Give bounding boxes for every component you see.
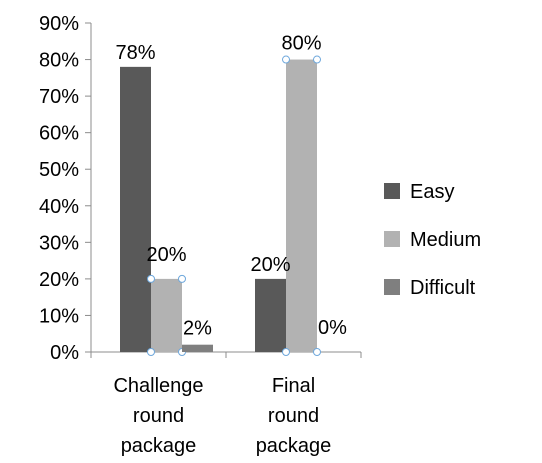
selection-handle[interactable] bbox=[178, 274, 186, 283]
y-tick-label: 50% bbox=[39, 159, 79, 181]
x-category-label: package bbox=[121, 435, 197, 457]
x-category-label: package bbox=[256, 435, 332, 457]
data-label: 80% bbox=[281, 33, 321, 55]
y-tick-label: 20% bbox=[39, 269, 79, 291]
data-label: 78% bbox=[115, 42, 155, 64]
selection-handle[interactable] bbox=[147, 274, 155, 283]
x-category-label: round bbox=[268, 405, 319, 427]
selection-handle[interactable] bbox=[313, 348, 321, 356]
x-axis-categories: Challenge round package Final round package bbox=[113, 375, 331, 457]
y-axis-ticks: 0% 10% 20% 30% 40% 50% 60% 70% 80% 90% bbox=[39, 13, 91, 364]
legend-label-difficult: Difficult bbox=[410, 277, 476, 299]
data-labels: 78% 20% 2% 20% 80% 0% bbox=[115, 33, 347, 340]
selection-handle[interactable] bbox=[147, 348, 155, 356]
y-tick-label: 70% bbox=[39, 86, 79, 108]
data-label: 20% bbox=[146, 244, 186, 266]
legend-swatch-medium bbox=[384, 231, 400, 247]
y-tick-label: 30% bbox=[39, 232, 79, 254]
bar-medium bbox=[286, 59, 317, 353]
y-tick-label: 60% bbox=[39, 123, 79, 145]
legend-label-easy: Easy bbox=[410, 181, 454, 203]
bar-easy bbox=[255, 278, 286, 352]
bar-medium bbox=[151, 278, 182, 352]
legend: Easy Medium Difficult bbox=[384, 181, 481, 299]
y-tick-label: 0% bbox=[50, 342, 79, 364]
y-tick-label: 80% bbox=[39, 50, 79, 72]
bar-difficult bbox=[182, 344, 213, 352]
y-tick-label: 40% bbox=[39, 196, 79, 218]
bars bbox=[120, 55, 321, 356]
data-label: 20% bbox=[250, 254, 290, 276]
legend-swatch-difficult bbox=[384, 279, 400, 295]
bar-easy bbox=[120, 66, 151, 352]
y-tick-label: 90% bbox=[39, 13, 79, 35]
selection-handle[interactable] bbox=[282, 55, 290, 64]
y-tick-label: 10% bbox=[39, 305, 79, 327]
selection-handle[interactable] bbox=[313, 55, 321, 64]
x-category-label: Challenge bbox=[113, 375, 203, 397]
selection-handle[interactable] bbox=[282, 348, 290, 356]
legend-label-medium: Medium bbox=[410, 229, 481, 251]
legend-swatch-easy bbox=[384, 183, 400, 199]
data-label: 0% bbox=[318, 317, 347, 339]
x-category-label: Final bbox=[272, 375, 315, 397]
x-category-label: round bbox=[133, 405, 184, 427]
data-label: 2% bbox=[183, 318, 212, 340]
